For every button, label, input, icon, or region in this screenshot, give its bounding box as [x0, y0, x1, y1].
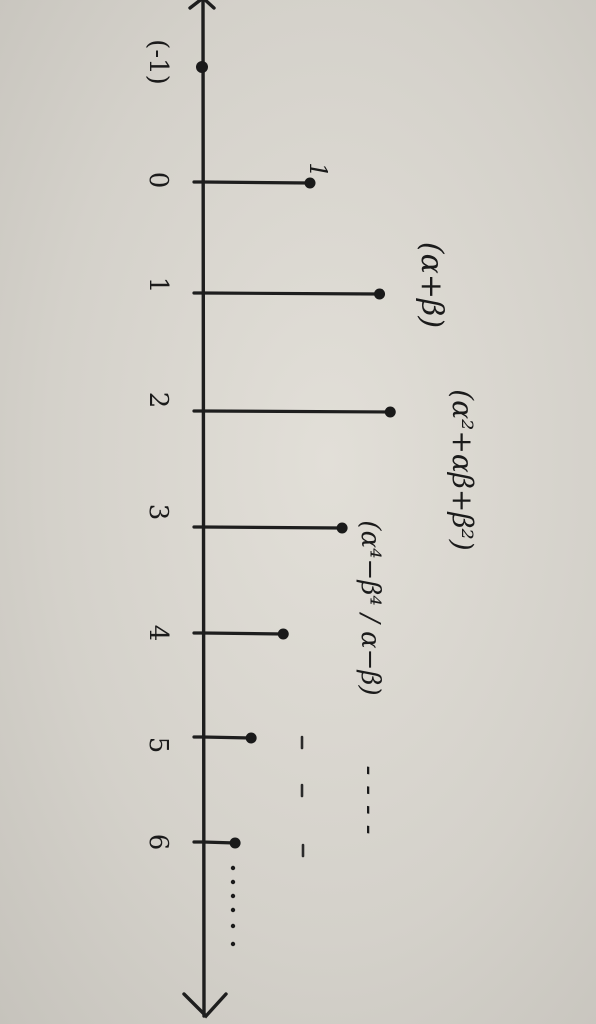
axis-arrow-bottom: [182, 992, 228, 1019]
stem-label-0: 1: [304, 162, 332, 177]
stem-4: [201, 631, 285, 636]
stem-5: [201, 735, 253, 740]
trailing-dots: [230, 865, 236, 947]
stem-point-2: [384, 406, 396, 418]
stem-2: [201, 409, 392, 414]
tick-labels-group: (-1) 0 1 2 3 4 5 6: [143, 39, 173, 850]
stem-1: [201, 291, 382, 296]
continuation-dashes-inner: [300, 735, 305, 858]
tick-label-group-5: 4: [143, 625, 173, 642]
continuation-dashes-group: - - - -: [352, 765, 387, 834]
tick-label-3: 2: [143, 392, 173, 409]
trail-dot-4: [230, 907, 236, 913]
stem-label-0-group: 1: [304, 162, 332, 177]
tick-label-group-2: 1: [143, 277, 173, 294]
axis-arrow-top: [188, 0, 216, 10]
continuation-dashes: - - - -: [352, 765, 387, 834]
trail-dot-1: [230, 865, 236, 871]
tick-label-1: 0: [143, 172, 173, 189]
point-minus-one: [196, 61, 208, 73]
stem-point-6: [229, 837, 241, 849]
trail-dot-5: [230, 923, 236, 929]
tick-label-group-1: 0: [143, 172, 173, 189]
stem-point-3: [336, 522, 348, 534]
tick-label-6: 5: [143, 737, 173, 754]
stem-0: [201, 180, 312, 185]
stem-label-1-group: (α+β): [414, 242, 449, 328]
tick-label-group-0: (-1): [143, 39, 173, 85]
stem-label-1: (α+β): [414, 242, 449, 328]
tick-label-group-4: 3: [143, 504, 173, 521]
stem-point-4: [277, 628, 289, 640]
trail-dot-6: [230, 941, 236, 947]
tick-label-2: 1: [143, 277, 173, 294]
stem-point-5: [245, 732, 257, 744]
index-axis: [201, 0, 206, 1018]
stem-point-0: [304, 177, 316, 189]
stem-point-1: [374, 288, 386, 300]
stem-label-2: (α²+αβ+β²): [446, 389, 479, 550]
tick-label-group-7: 6: [143, 834, 173, 851]
trail-dot-3: [230, 893, 236, 899]
stem-3: [201, 525, 344, 530]
tick-label-7: 6: [143, 834, 173, 851]
trail-dot-2: [230, 879, 236, 885]
tick-label-0: (-1): [143, 39, 173, 85]
stem-label-3-group: (α⁴−β⁴ / α−β): [355, 520, 385, 695]
stem-label-3: (α⁴−β⁴ / α−β): [355, 520, 385, 695]
stems-group: [192, 177, 396, 849]
tick-label-5: 4: [143, 625, 173, 642]
tick-label-group-6: 5: [143, 737, 173, 754]
stem-label-2-group: (α²+αβ+β²): [446, 389, 479, 550]
tick-label-group-3: 2: [143, 392, 173, 409]
tick-label-4: 3: [143, 504, 173, 521]
